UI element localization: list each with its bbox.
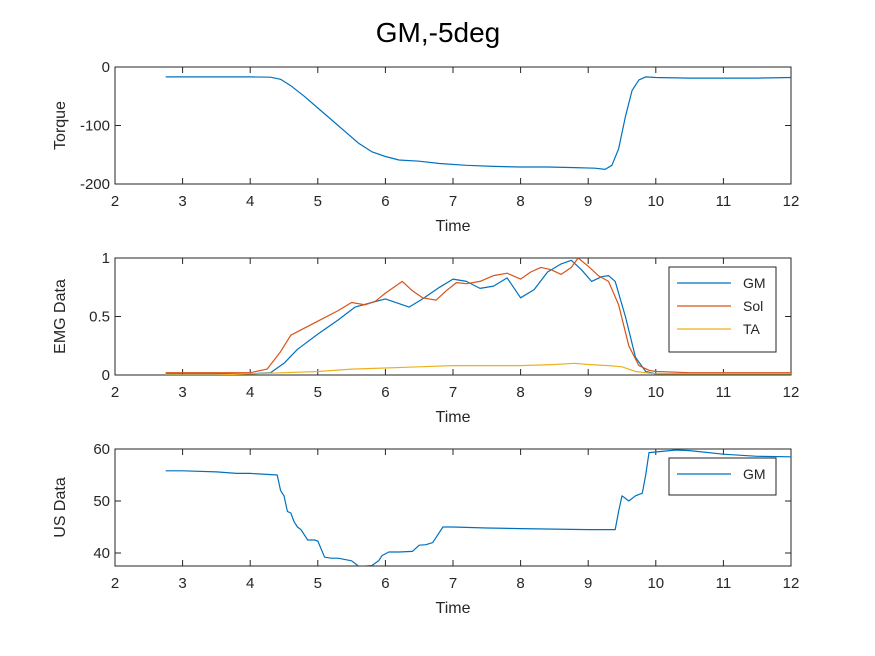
x-tick-label: 5 [314, 575, 322, 592]
y-tick-label: 50 [93, 493, 110, 510]
x-tick-label: 4 [246, 193, 254, 210]
x-tick-label: 10 [647, 575, 664, 592]
legend-box [668, 457, 777, 496]
legend: GM [668, 457, 777, 496]
subplot-1: 2 3 4 5 6 7 8 9 10 11 12 -200 -100 0 Time Torque [52, 59, 799, 235]
x-tick-label: 9 [584, 384, 592, 401]
x-axis-label: Time [436, 218, 471, 235]
x-tick-label: 12 [783, 193, 800, 210]
y-tick-label: 0 [102, 367, 110, 384]
y-tick-label: 40 [93, 545, 110, 562]
x-axis-label: Time [436, 409, 471, 426]
x-tick-label: 7 [449, 384, 457, 401]
series-line-1 [165, 76, 791, 170]
legend-entry: GM [743, 466, 766, 482]
x-tick-label: 2 [111, 575, 119, 592]
x-tick-label: 12 [783, 384, 800, 401]
x-tick-label: 11 [716, 384, 732, 401]
y-tick-label: -200 [80, 176, 110, 193]
x-tick-label: 10 [647, 384, 664, 401]
legend-entry: GM [743, 275, 766, 291]
figure-title: GM,-5deg [376, 17, 501, 48]
series-line-gm [165, 449, 791, 566]
y-tick-label: 0 [102, 59, 110, 76]
y-tick-label: 0.5 [89, 309, 110, 326]
x-tick-label: 10 [647, 193, 664, 210]
x-tick-label: 6 [381, 384, 389, 401]
x-tick-label: 9 [584, 575, 592, 592]
x-axis-label: Time [436, 600, 471, 617]
x-tick-label: 4 [246, 384, 254, 401]
legend-box [668, 266, 777, 353]
x-tick-label: 3 [178, 193, 186, 210]
x-tick-label: 4 [246, 575, 254, 592]
x-tick-label: 8 [516, 384, 524, 401]
x-tick-label: 7 [449, 575, 457, 592]
x-tick-label: 2 [111, 384, 119, 401]
y-axis-label: Torque [52, 101, 69, 150]
x-tick-label: 3 [178, 384, 186, 401]
x-tick-label: 8 [516, 193, 524, 210]
x-tick-label: 11 [716, 575, 732, 592]
legend-entry: TA [743, 321, 761, 337]
subplot-3: 2 3 4 5 6 7 8 9 10 11 12 40 50 60 Time US Data GM [52, 441, 799, 617]
x-tick-label: 5 [314, 193, 322, 210]
legend-entry: Sol [743, 298, 763, 314]
x-tick-label: 12 [783, 575, 800, 592]
series-line-sol [165, 258, 791, 374]
y-tick-label: 1 [102, 250, 110, 267]
x-tick-label: 3 [178, 575, 186, 592]
x-tick-label: 11 [716, 193, 732, 210]
series-line-gm [165, 259, 791, 375]
x-tick-label: 2 [111, 193, 119, 210]
x-tick-label: 7 [449, 193, 457, 210]
x-tick-label: 5 [314, 384, 322, 401]
y-tick-label: 60 [93, 441, 110, 458]
series-line-ta [165, 362, 791, 375]
legend: GM Sol TA [668, 266, 777, 353]
axes-frame [114, 66, 792, 185]
y-tick-label: -100 [80, 118, 110, 135]
y-axis-label: EMG Data [52, 279, 69, 354]
x-tick-label: 8 [516, 575, 524, 592]
y-axis-label: US Data [52, 477, 69, 538]
x-tick-label: 6 [381, 193, 389, 210]
x-tick-label: 6 [381, 575, 389, 592]
x-tick-label: 9 [584, 193, 592, 210]
subplot-2: 2 3 4 5 6 7 8 9 10 11 12 0 0.5 1 Time EMG Data GM Sol TA [52, 250, 799, 426]
